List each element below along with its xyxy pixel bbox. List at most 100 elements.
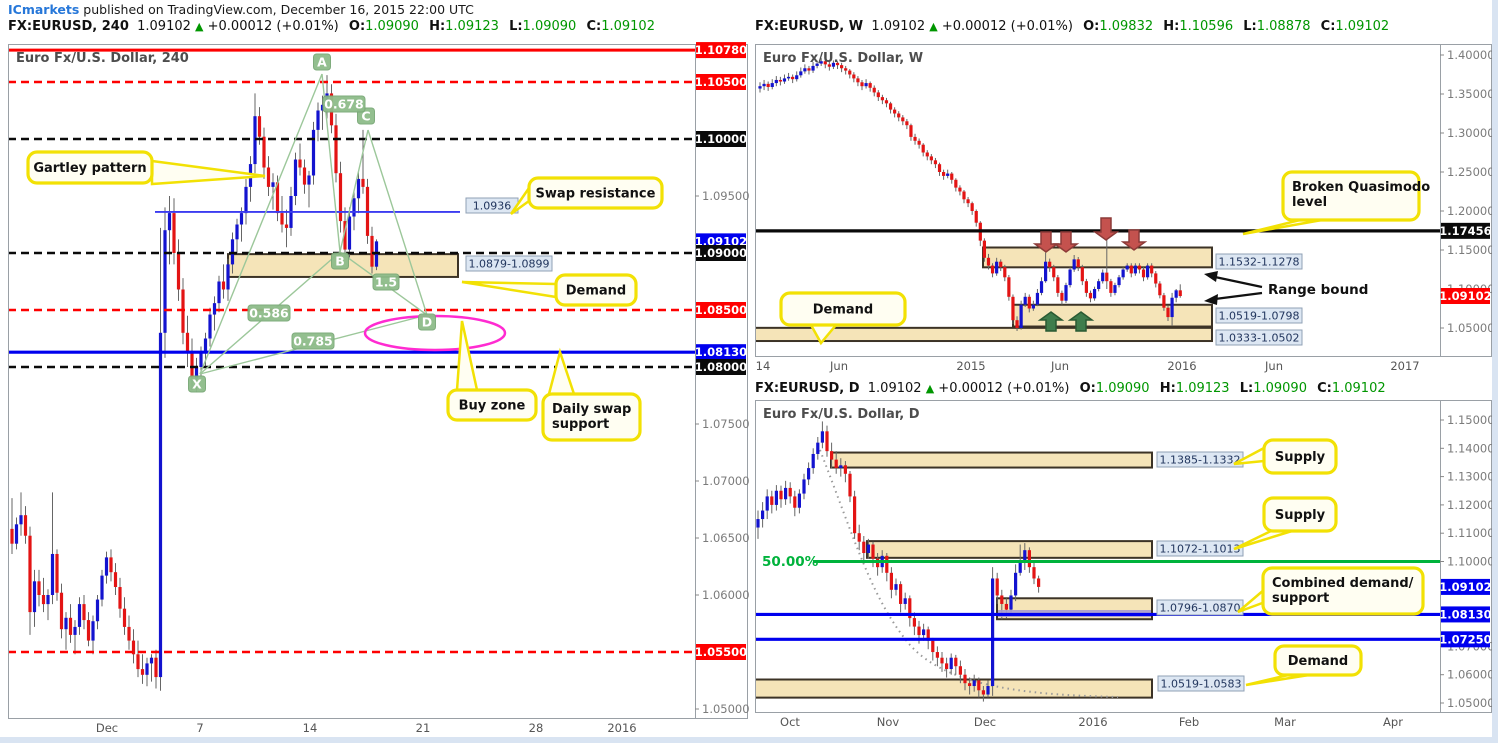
candle-body bbox=[933, 160, 938, 165]
candle-body bbox=[1064, 285, 1068, 301]
candle-body bbox=[1088, 292, 1093, 299]
plot-area[interactable] bbox=[755, 58, 1440, 343]
chart-pane-240[interactable]: X A B C D 0.678 1.5 0.586 0.785 1.0936 1.0879-1.08… bbox=[8, 42, 750, 742]
candle bbox=[958, 185, 962, 196]
symbol-label: FX:EURUSD, 240 bbox=[8, 19, 129, 34]
candle bbox=[913, 133, 917, 145]
callout-broken-quasimodo-text: level bbox=[1292, 195, 1327, 210]
candle bbox=[756, 510, 760, 539]
candle-body bbox=[1150, 265, 1154, 274]
candle-body bbox=[1039, 281, 1044, 293]
price-badge bbox=[1441, 578, 1490, 595]
candle-body bbox=[981, 690, 985, 695]
range-bound-arrow-icon bbox=[1214, 291, 1263, 301]
candle bbox=[46, 589, 50, 621]
candle bbox=[1166, 305, 1170, 321]
candle bbox=[307, 170, 311, 208]
callout-supply-1-text: Supply bbox=[1275, 450, 1326, 465]
candle bbox=[1060, 290, 1064, 305]
candle-body bbox=[889, 572, 893, 590]
x-axis-label: 14 bbox=[303, 721, 318, 735]
candle-body bbox=[995, 578, 999, 596]
candle bbox=[970, 201, 974, 215]
candle-body bbox=[1009, 595, 1013, 610]
demand-zone-1.0519-1.0583 bbox=[756, 678, 1153, 699]
candle-body bbox=[761, 510, 765, 520]
candle-body bbox=[876, 92, 880, 98]
candle bbox=[807, 462, 811, 486]
candle bbox=[1117, 274, 1121, 288]
candle-body bbox=[758, 86, 762, 89]
candle-body bbox=[954, 179, 958, 188]
candle-body bbox=[935, 652, 939, 658]
candle-body bbox=[280, 213, 284, 225]
candle bbox=[131, 629, 136, 664]
candle-body bbox=[113, 572, 118, 588]
candle-body bbox=[811, 65, 815, 71]
candle-body bbox=[802, 479, 806, 494]
price-change: +0.00012 (+0.01%) bbox=[941, 19, 1073, 34]
chart-pane-weekly[interactable]: 1.1532-1.1278 1.0519-1.0798 1.0333-1.0502 R… bbox=[755, 44, 1495, 376]
callout-demand-weekly-box bbox=[779, 291, 907, 327]
range-bound-arrow-icon bbox=[1214, 275, 1263, 289]
candle bbox=[761, 502, 765, 528]
chart-pane-daily[interactable]: 1.1385-1.1332 1.1072-1.1013 1.0796-1.0870 1… bbox=[755, 400, 1495, 736]
candle bbox=[894, 578, 898, 596]
candle-body bbox=[266, 167, 271, 187]
price-range-label: 1.0879-1.0899 bbox=[469, 258, 550, 271]
callout-gartley-pattern-box bbox=[26, 150, 154, 185]
candle bbox=[1064, 282, 1068, 304]
candle-body bbox=[860, 82, 864, 87]
y-axis-label: 1.06000 bbox=[1447, 668, 1495, 682]
candle-body bbox=[778, 79, 782, 82]
callout-swap-resistance-box bbox=[527, 176, 664, 210]
candle-body bbox=[912, 618, 916, 627]
demand-zone-1.0333-1.0502 bbox=[756, 326, 1213, 343]
gartley-label: B bbox=[335, 254, 345, 269]
close-label: C: bbox=[1320, 19, 1336, 34]
price-range-label: 1.0936 bbox=[473, 200, 512, 213]
candle bbox=[852, 72, 856, 83]
gartley-label-box bbox=[247, 304, 291, 322]
candle-body bbox=[217, 281, 221, 304]
candle-body bbox=[770, 83, 774, 87]
gartley-pattern-line bbox=[199, 73, 323, 375]
price-badge bbox=[1441, 288, 1490, 305]
price-range-label: 1.1072-1.1013 bbox=[1160, 543, 1241, 556]
candle-body bbox=[958, 187, 962, 192]
candle-body bbox=[1018, 561, 1022, 573]
candle bbox=[28, 526, 32, 635]
high-value: 1.09123 bbox=[1175, 381, 1230, 396]
candle-body bbox=[50, 553, 55, 595]
candle bbox=[244, 178, 248, 225]
price-badge bbox=[696, 245, 746, 261]
low-label: L: bbox=[509, 19, 523, 34]
candle bbox=[884, 97, 889, 108]
candle-body bbox=[1080, 267, 1084, 282]
candle-body bbox=[945, 663, 949, 670]
candle-body bbox=[23, 515, 28, 536]
candle bbox=[68, 604, 73, 643]
callout-daily-swap-support-text: Daily swap bbox=[552, 402, 631, 417]
x-axis-label: Mar bbox=[1274, 715, 1296, 729]
candle-body bbox=[1076, 259, 1080, 268]
candle-body bbox=[909, 125, 913, 137]
candle-body bbox=[968, 683, 972, 687]
candle bbox=[1133, 263, 1137, 276]
plot-area[interactable] bbox=[755, 421, 1440, 702]
candle-body bbox=[872, 87, 876, 93]
candle bbox=[868, 81, 872, 92]
candle bbox=[1035, 289, 1040, 307]
candle bbox=[59, 583, 64, 639]
candle bbox=[986, 253, 991, 270]
candle bbox=[972, 674, 976, 692]
candle bbox=[982, 238, 986, 262]
plot-area[interactable] bbox=[8, 48, 695, 691]
candle bbox=[41, 577, 46, 613]
candle bbox=[1052, 264, 1056, 282]
candle bbox=[991, 567, 995, 696]
icmarkets-link[interactable]: ICmarkets bbox=[8, 2, 80, 17]
candle-body bbox=[921, 144, 925, 153]
candle bbox=[799, 67, 803, 78]
callout-broken-quasimodo-box bbox=[1281, 170, 1421, 222]
